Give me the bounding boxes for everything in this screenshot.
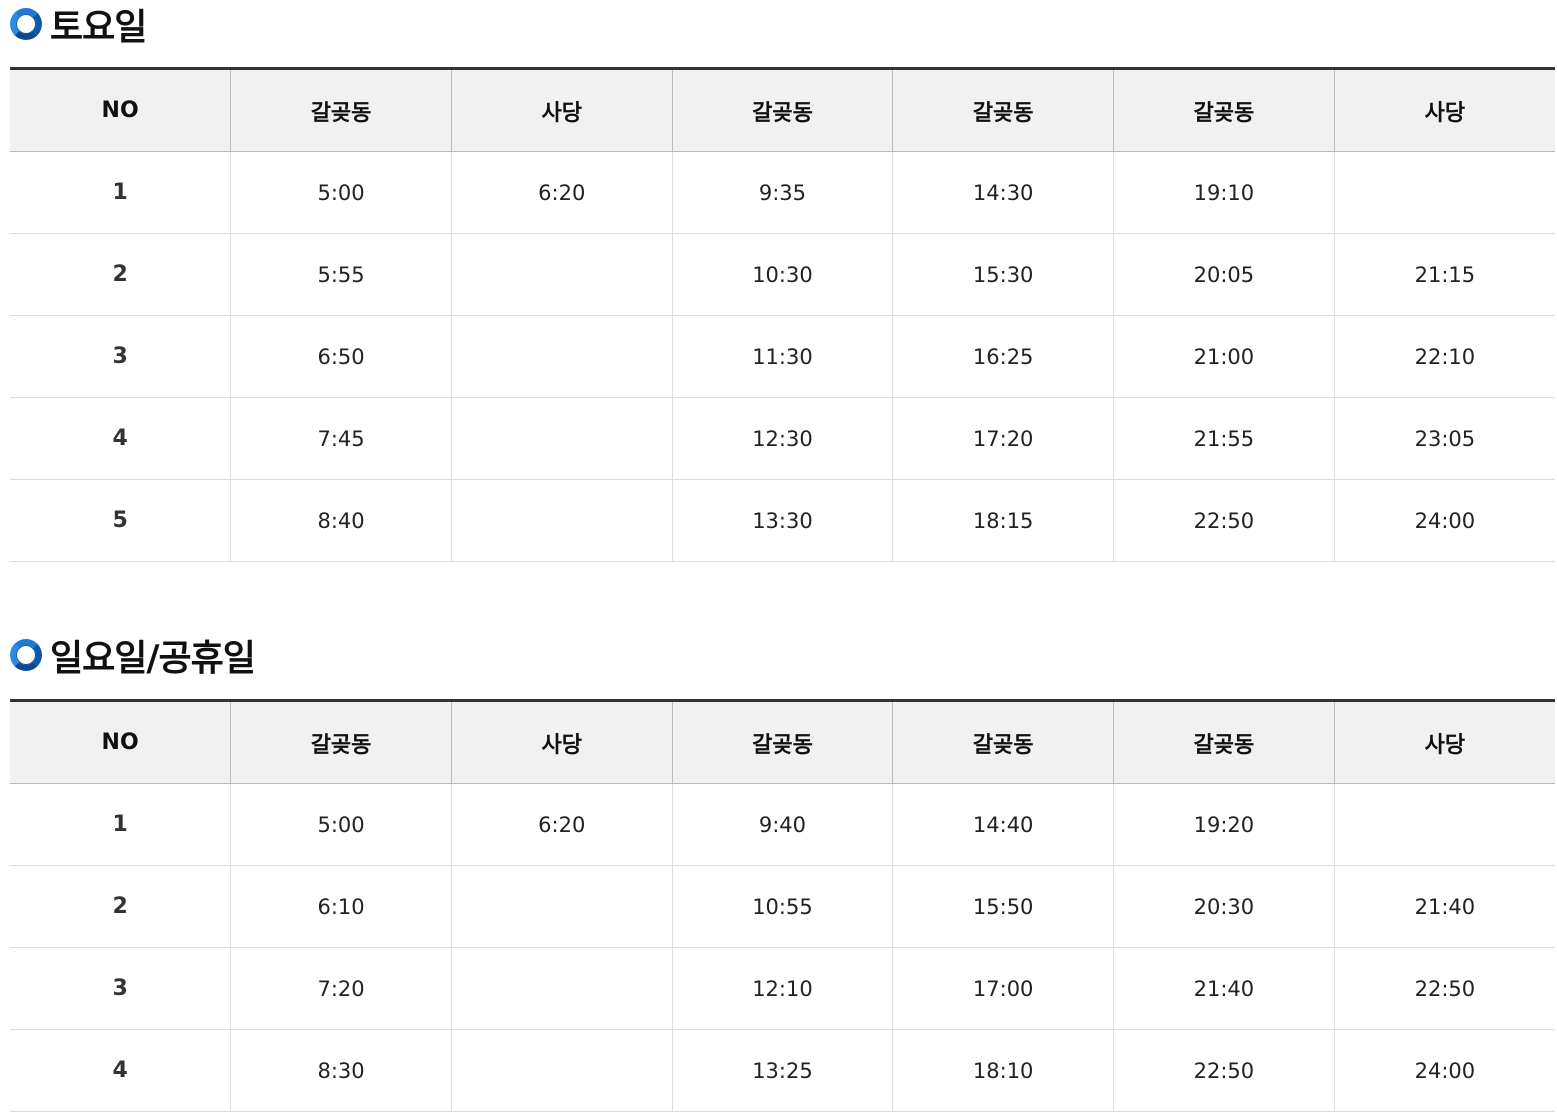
column-header: 사당 <box>1333 68 1555 152</box>
ring-bullet-icon <box>10 8 42 40</box>
departure-time: 15:30 <box>892 233 1114 316</box>
row-number: 2 <box>10 865 231 948</box>
header-row: NO 갈곶동 사당 갈곶동 갈곶동 갈곶동 사당 <box>10 68 1555 152</box>
departure-time: 21:00 <box>1113 315 1335 398</box>
header-row: NO 갈곶동 사당 갈곶동 갈곶동 갈곶동 사당 <box>10 700 1555 784</box>
row-number: 3 <box>10 947 231 1030</box>
table-row: 3 7:20 12:10 17:00 21:40 22:50 <box>10 947 1555 1030</box>
timetable: NO 갈곶동 사당 갈곶동 갈곶동 갈곶동 사당 1 5:00 6:20 9:40 14:40 19:2… <box>10 699 1555 1112</box>
departure-time: 21:15 <box>1333 233 1555 316</box>
departure-time: 6:20 <box>450 151 673 234</box>
departure-time: 5:55 <box>230 233 452 316</box>
departure-time: 11:30 <box>671 315 893 398</box>
ring-bullet-icon <box>10 639 42 671</box>
departure-time: 16:25 <box>892 315 1114 398</box>
row-number: 1 <box>10 783 231 866</box>
departure-time: 23:05 <box>1333 397 1555 480</box>
departure-time: 17:20 <box>892 397 1114 480</box>
departure-time: 9:40 <box>671 783 893 866</box>
table-row: 1 5:00 6:20 9:40 14:40 19:20 <box>10 783 1555 866</box>
departure-time <box>450 479 673 562</box>
departure-time: 8:30 <box>230 1029 452 1112</box>
table-row: 5 8:40 13:30 18:15 22:50 24:00 <box>10 479 1555 562</box>
departure-time: 6:10 <box>230 865 452 948</box>
column-header: 갈곶동 <box>892 68 1114 152</box>
table-row: 1 5:00 6:20 9:35 14:30 19:10 <box>10 151 1555 234</box>
departure-time: 15:50 <box>892 865 1114 948</box>
departure-time: 21:40 <box>1333 865 1555 948</box>
departure-time: 19:20 <box>1113 783 1335 866</box>
departure-time: 22:50 <box>1113 479 1335 562</box>
departure-time: 20:05 <box>1113 233 1335 316</box>
departure-time <box>450 233 673 316</box>
departure-time <box>1333 151 1555 234</box>
column-header: 사당 <box>1333 700 1555 784</box>
departure-time: 10:30 <box>671 233 893 316</box>
table-row: 4 7:45 12:30 17:20 21:55 23:05 <box>10 397 1555 480</box>
departure-time: 20:30 <box>1113 865 1335 948</box>
row-number: 4 <box>10 1029 231 1112</box>
table-row: 4 8:30 13:25 18:10 22:50 24:00 <box>10 1029 1555 1112</box>
column-header: 사당 <box>450 68 673 152</box>
column-header: 갈곶동 <box>1113 68 1335 152</box>
column-header: 갈곶동 <box>671 68 893 152</box>
departure-time: 22:50 <box>1333 947 1555 1030</box>
column-header: 갈곶동 <box>892 700 1114 784</box>
table-row: 3 6:50 11:30 16:25 21:00 22:10 <box>10 315 1555 398</box>
departure-time: 7:20 <box>230 947 452 1030</box>
column-header: 갈곶동 <box>230 700 452 784</box>
departure-time: 21:55 <box>1113 397 1335 480</box>
departure-time: 24:00 <box>1333 479 1555 562</box>
departure-time: 5:00 <box>230 783 452 866</box>
departure-time <box>450 315 673 398</box>
row-number: 3 <box>10 315 231 398</box>
departure-time: 18:10 <box>892 1029 1114 1112</box>
departure-time: 6:50 <box>230 315 452 398</box>
departure-time: 21:40 <box>1113 947 1335 1030</box>
departure-time: 8:40 <box>230 479 452 562</box>
column-header: 갈곶동 <box>230 68 452 152</box>
departure-time: 7:45 <box>230 397 452 480</box>
departure-time: 22:10 <box>1333 315 1555 398</box>
section-title-text: 토요일 <box>50 7 147 48</box>
departure-time: 6:20 <box>450 783 673 866</box>
departure-time: 14:40 <box>892 783 1114 866</box>
column-header: 갈곶동 <box>1113 700 1335 784</box>
departure-time: 18:15 <box>892 479 1114 562</box>
row-number: 4 <box>10 397 231 480</box>
section-title: 토요일 <box>10 2 147 48</box>
section-title-text: 일요일/공휴일 <box>50 638 256 679</box>
departure-time: 13:25 <box>671 1029 893 1112</box>
departure-time: 14:30 <box>892 151 1114 234</box>
departure-time: 12:10 <box>671 947 893 1030</box>
section-title: 일요일/공휴일 <box>10 633 256 679</box>
table-row: 2 5:55 10:30 15:30 20:05 21:15 <box>10 233 1555 316</box>
timetable: NO 갈곶동 사당 갈곶동 갈곶동 갈곶동 사당 1 5:00 6:20 9:35 14:30 19:1… <box>10 67 1555 562</box>
column-header: 갈곶동 <box>671 700 893 784</box>
row-number: 5 <box>10 479 231 562</box>
departure-time: 19:10 <box>1113 151 1335 234</box>
departure-time: 24:00 <box>1333 1029 1555 1112</box>
departure-time: 10:55 <box>671 865 893 948</box>
column-header: 사당 <box>450 700 673 784</box>
departure-time <box>450 865 673 948</box>
row-number: 2 <box>10 233 231 316</box>
departure-time: 12:30 <box>671 397 893 480</box>
departure-time: 17:00 <box>892 947 1114 1030</box>
row-number: 1 <box>10 151 231 234</box>
column-header: NO <box>10 700 231 784</box>
departure-time: 5:00 <box>230 151 452 234</box>
departure-time: 13:30 <box>671 479 893 562</box>
departure-time <box>450 1029 673 1112</box>
column-header: NO <box>10 68 231 152</box>
departure-time: 22:50 <box>1113 1029 1335 1112</box>
departure-time <box>450 397 673 480</box>
departure-time: 9:35 <box>671 151 893 234</box>
departure-time <box>450 947 673 1030</box>
table-row: 2 6:10 10:55 15:50 20:30 21:40 <box>10 865 1555 948</box>
departure-time <box>1333 783 1555 866</box>
